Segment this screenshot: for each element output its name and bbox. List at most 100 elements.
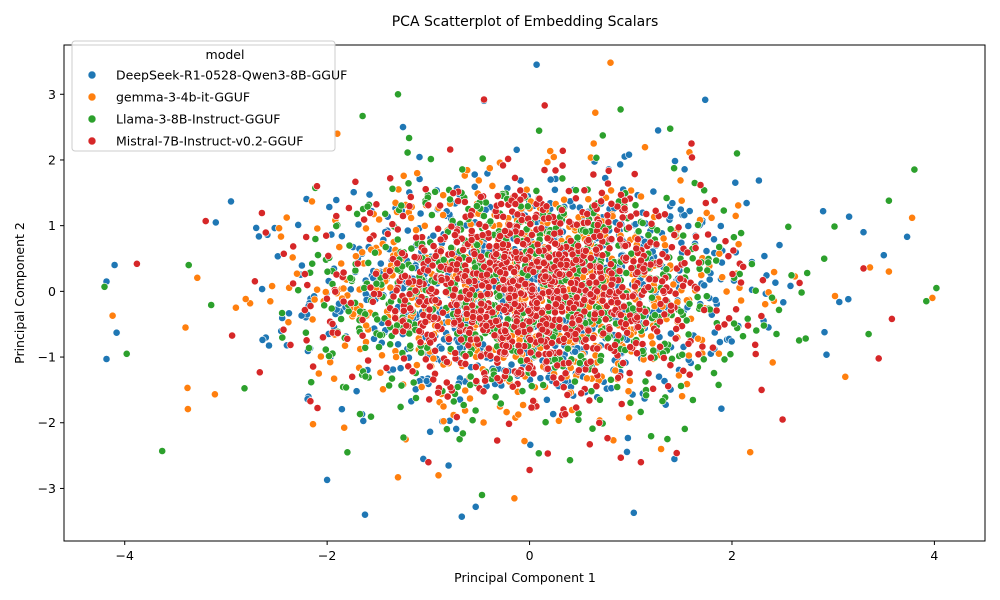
scatter-point bbox=[405, 134, 413, 142]
scatter-point bbox=[714, 323, 723, 332]
scatter-point bbox=[751, 350, 760, 358]
scatter-point bbox=[417, 348, 425, 357]
x-tick-label: 4 bbox=[930, 548, 938, 563]
scatter-point bbox=[481, 376, 489, 385]
scatter-point bbox=[620, 196, 629, 205]
scatter-point bbox=[644, 369, 653, 378]
scatter-point bbox=[366, 283, 375, 292]
scatter-point bbox=[567, 278, 575, 287]
scatter-point bbox=[412, 361, 421, 369]
scatter-point bbox=[424, 458, 433, 467]
scatter-point bbox=[656, 342, 664, 351]
scatter-point bbox=[459, 245, 467, 254]
scatter-point bbox=[667, 329, 675, 338]
scatter-point bbox=[571, 377, 579, 386]
scatter-point bbox=[372, 200, 381, 209]
scatter-point bbox=[656, 317, 664, 326]
scatter-point bbox=[676, 205, 685, 214]
scatter-point bbox=[510, 299, 519, 308]
scatter-point bbox=[592, 245, 600, 254]
legend-items: DeepSeek-R1-0528-Qwen3-8B-GGUF gemma-3-4b… bbox=[87, 68, 347, 149]
scatter-point bbox=[384, 319, 393, 328]
scatter-point bbox=[344, 204, 353, 212]
scatter-point bbox=[633, 349, 641, 358]
scatter-point bbox=[768, 358, 777, 367]
scatter-point bbox=[523, 202, 532, 211]
scatter-point bbox=[716, 222, 725, 230]
scatter-point bbox=[729, 246, 738, 255]
scatter-point bbox=[420, 246, 429, 255]
scatter-point bbox=[584, 326, 593, 335]
scatter-point bbox=[679, 281, 687, 290]
scatter-point bbox=[394, 90, 402, 99]
scatter-point bbox=[475, 314, 484, 323]
scatter-point bbox=[361, 343, 370, 352]
scatter-point bbox=[426, 155, 435, 163]
scatter-point bbox=[538, 325, 547, 334]
scatter-point bbox=[680, 211, 689, 220]
scatter-point bbox=[437, 276, 446, 284]
scatter-point bbox=[712, 306, 721, 315]
scatter-point bbox=[108, 311, 117, 320]
scatter-point bbox=[551, 308, 559, 317]
scatter-point bbox=[571, 347, 579, 356]
scatter-point bbox=[638, 219, 647, 227]
scatter-point bbox=[607, 280, 616, 289]
scatter-point bbox=[412, 226, 420, 234]
scatter-point bbox=[560, 195, 568, 204]
scatter-point bbox=[674, 316, 682, 325]
scatter-point bbox=[577, 389, 586, 398]
scatter-point bbox=[386, 340, 395, 349]
scatter-point bbox=[308, 197, 316, 206]
scatter-point bbox=[473, 241, 482, 249]
scatter-point bbox=[388, 374, 396, 383]
scatter-point bbox=[580, 295, 589, 304]
scatter-point bbox=[647, 353, 655, 362]
scatter-point bbox=[505, 419, 513, 428]
scatter-point bbox=[323, 475, 331, 484]
scatter-point bbox=[662, 194, 671, 202]
scatter-point bbox=[558, 161, 567, 170]
scatter-point bbox=[580, 307, 589, 316]
scatter-point bbox=[308, 259, 317, 268]
scatter-point bbox=[667, 301, 675, 310]
scatter-point bbox=[429, 242, 438, 250]
scatter-point bbox=[653, 226, 662, 235]
scatter-point bbox=[458, 429, 467, 438]
scatter-point bbox=[480, 95, 488, 104]
scatter-point bbox=[586, 254, 595, 262]
scatter-point bbox=[391, 307, 400, 316]
scatter-point bbox=[465, 290, 474, 299]
scatter-point bbox=[656, 300, 665, 308]
scatter-point bbox=[416, 338, 425, 347]
scatter-point bbox=[285, 309, 293, 318]
scatter-point bbox=[663, 435, 672, 443]
scatter-point bbox=[585, 440, 594, 449]
scatter-point bbox=[415, 327, 424, 335]
scatter-point bbox=[649, 346, 658, 355]
scatter-point bbox=[922, 297, 931, 306]
scatter-point bbox=[733, 149, 741, 158]
scatter-point bbox=[649, 384, 657, 393]
scatter-point bbox=[653, 327, 662, 336]
scatter-point bbox=[443, 358, 451, 366]
scatter-point bbox=[644, 231, 653, 239]
scatter-point bbox=[533, 240, 542, 249]
scatter-point bbox=[613, 298, 622, 307]
scatter-point bbox=[607, 375, 615, 384]
scatter-point bbox=[345, 241, 354, 250]
scatter-point bbox=[598, 188, 606, 197]
scatter-point bbox=[910, 165, 919, 174]
scatter-point bbox=[362, 224, 370, 233]
scatter-point bbox=[376, 368, 385, 377]
scatter-point bbox=[539, 259, 548, 267]
scatter-point bbox=[647, 332, 655, 341]
scatter-point bbox=[607, 269, 616, 278]
scatter-point bbox=[382, 363, 391, 372]
scatter-point bbox=[449, 291, 457, 300]
scatter-point bbox=[575, 366, 583, 375]
scatter-point bbox=[605, 287, 614, 296]
x-tick-label: 2 bbox=[728, 548, 736, 563]
scatter-point bbox=[730, 319, 738, 328]
scatter-point bbox=[333, 329, 342, 337]
